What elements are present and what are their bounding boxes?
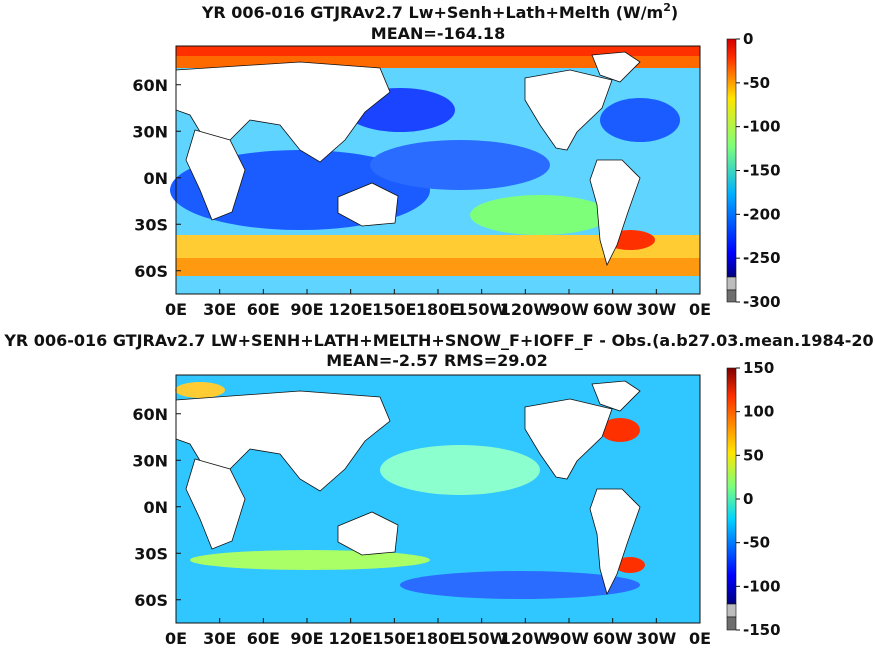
panel-bottom: YR 006-016 GTJRAv2.7 LW+SENH+LATH+MELTH+… bbox=[3, 331, 873, 648]
lon-tick-label: 30W bbox=[636, 629, 676, 648]
colorbar-tick-label: -250 bbox=[743, 249, 781, 267]
lon-tick-label: 60E bbox=[247, 629, 280, 648]
lon-tick-label: 0E bbox=[165, 629, 187, 648]
colorbar-top: 0 -50 -100 -150 -200 -250 -300 bbox=[726, 30, 781, 311]
title-bottom: YR 006-016 GTJRAv2.7 LW+SENH+LATH+MELTH+… bbox=[3, 331, 873, 350]
colorbar-tick-label: -100 bbox=[743, 577, 781, 595]
colorbar-bottom: 150 100 50 0 -50 -100 -150 bbox=[726, 359, 781, 639]
colorbar-tick-label: 150 bbox=[743, 359, 774, 377]
lon-tick-label: 120E bbox=[329, 629, 373, 648]
lon-tick-label: 30E bbox=[203, 629, 236, 648]
lon-tick-label: 180E bbox=[416, 629, 460, 648]
lat-tick-label: 30S bbox=[134, 215, 168, 234]
lon-tick-label: 150W bbox=[456, 629, 507, 648]
lat-tick-label: 30S bbox=[134, 544, 168, 563]
colorbar-tick-label: -150 bbox=[743, 621, 781, 639]
colorbar-ticks-top: 0 -50 -100 -150 -200 -250 -300 bbox=[736, 30, 781, 311]
lat-tick-label: 60S bbox=[134, 262, 168, 281]
colorbar-tick-label: 50 bbox=[743, 446, 764, 464]
lon-tick-label: 90W bbox=[549, 300, 589, 319]
lon-tick-label: 60E bbox=[247, 300, 280, 319]
lon-tick-label: 60W bbox=[593, 300, 633, 319]
colorbar-tick-label: 0 bbox=[743, 30, 753, 48]
lon-tick-label: 180E bbox=[416, 300, 460, 319]
lon-tick-label: 120W bbox=[500, 300, 551, 319]
lat-tick-label: 0N bbox=[143, 498, 168, 517]
lon-tick-label: 0E bbox=[689, 300, 711, 319]
lon-tick-label: 0E bbox=[689, 629, 711, 648]
subtitle-bottom: MEAN=-2.57 RMS=29.02 bbox=[326, 351, 548, 370]
lon-tick-label: 120E bbox=[329, 300, 373, 319]
subtitle-top: MEAN=-164.18 bbox=[371, 24, 505, 43]
lon-tick-label: 150W bbox=[456, 300, 507, 319]
lon-tick-label: 150E bbox=[372, 300, 416, 319]
lon-tick-label: 30W bbox=[636, 300, 676, 319]
map-field-bottom bbox=[175, 375, 700, 623]
colorbar-tick-label: -50 bbox=[743, 74, 770, 92]
colorbar-tick-label: -300 bbox=[743, 293, 781, 311]
lon-tick-label: 120W bbox=[500, 629, 551, 648]
lat-tick-label: 60N bbox=[132, 405, 168, 424]
lon-tick-label: 90E bbox=[290, 629, 323, 648]
map-field-top bbox=[170, 46, 700, 294]
lon-tick-label: 30E bbox=[203, 300, 236, 319]
lon-tick-label: 60W bbox=[593, 629, 633, 648]
lon-tick-label: 90E bbox=[290, 300, 323, 319]
title-top: YR 006-016 GTJRAv2.7 Lw+Senh+Lath+Melth … bbox=[201, 1, 678, 22]
colorbar-tick-label: -150 bbox=[743, 162, 781, 180]
lat-tick-label: 0N bbox=[143, 169, 168, 188]
colorbar-tick-label: 0 bbox=[743, 490, 753, 508]
lon-tick-label: 90W bbox=[549, 629, 589, 648]
axes-bottom: 60N 30N 0N 30S 60S 0E 30E 60E 90E 120E 150E 180E150… bbox=[132, 405, 711, 648]
colorbar-tick-label: 100 bbox=[743, 403, 774, 421]
axes-top: 60N 30N 0N 30S 60S 0E 30E 60E 90E 120E 150E 180E150… bbox=[132, 76, 711, 319]
lat-tick-label: 30N bbox=[132, 451, 168, 470]
colorbar-ticks-bottom: 150 100 50 0 -50 -100 -150 bbox=[736, 359, 781, 639]
colorbar-tick-label: -200 bbox=[743, 205, 781, 223]
lat-tick-label: 60N bbox=[132, 76, 168, 95]
panel-top: YR 006-016 GTJRAv2.7 Lw+Senh+Lath+Melth … bbox=[132, 1, 780, 319]
colorbar-tick-label: -50 bbox=[743, 534, 770, 552]
lat-tick-label: 60S bbox=[134, 591, 168, 610]
colorbar-tick-label: -100 bbox=[743, 118, 781, 136]
lat-tick-label: 30N bbox=[132, 122, 168, 141]
lon-tick-label: 150E bbox=[372, 629, 416, 648]
lon-tick-label: 0E bbox=[165, 300, 187, 319]
